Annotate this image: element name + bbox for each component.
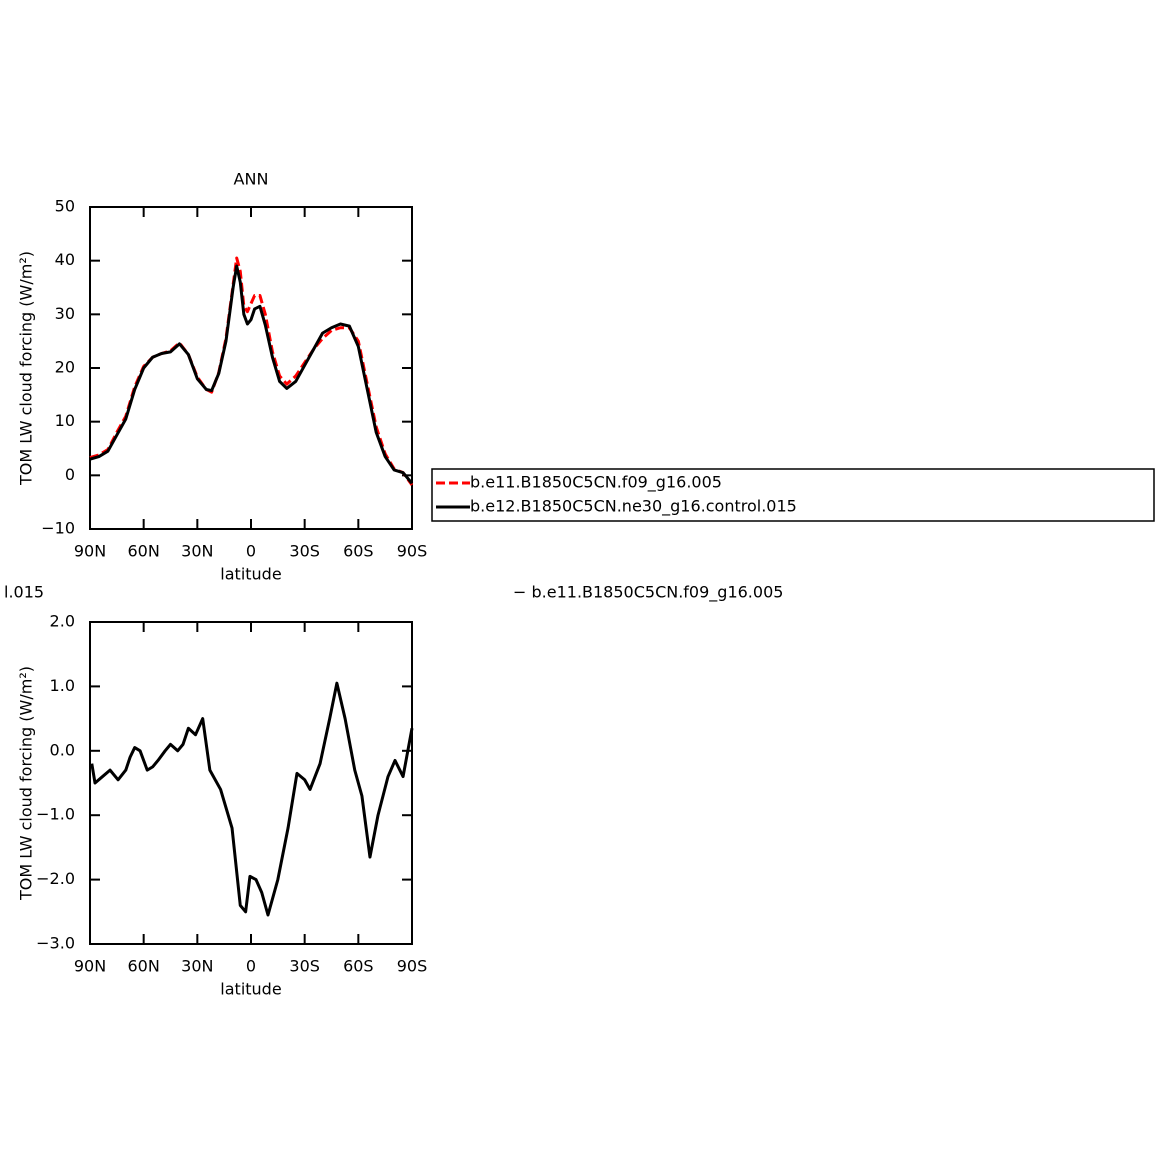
legend-box (431, 468, 1155, 522)
y-tick-label: 20 (55, 358, 75, 377)
y-tick-label: −2.0 (36, 869, 75, 888)
x-axis-label: latitude (220, 980, 281, 999)
y-tick-label: 30 (55, 304, 75, 323)
y-tick-label: 1.0 (50, 676, 75, 695)
y-tick-label: −10 (41, 519, 75, 538)
x-tick-label: 0 (246, 542, 256, 561)
x-tick-label: 60N (128, 957, 160, 976)
chart-title-part: − b.e11.B1850C5CN.f09_g16.005 (513, 583, 783, 603)
x-tick-label: 30N (181, 957, 213, 976)
y-tick-label: 2.0 (50, 612, 75, 631)
x-tick-label: 90S (397, 542, 428, 561)
y-axis-label: TOM LW cloud forcing (W/m²) (17, 666, 36, 901)
x-tick-label: 30S (289, 957, 320, 976)
series-line (90, 681, 414, 917)
series-line (89, 264, 414, 485)
x-tick-label: 30S (289, 542, 320, 561)
y-tick-label: 10 (55, 411, 75, 430)
y-tick-label: −3.0 (36, 934, 75, 953)
legend-label: b.e12.B1850C5CN.ne30_g16.control.015 (470, 497, 797, 517)
plot-frame (89, 621, 413, 945)
x-tick-label: 90N (74, 957, 106, 976)
y-axis-label: TOM LW cloud forcing (W/m²) (17, 251, 36, 486)
x-tick-label: 90N (74, 542, 106, 561)
y-tick-label: −1.0 (36, 805, 75, 824)
y-tick-label: 50 (55, 197, 75, 216)
y-tick-label: 0 (65, 465, 75, 484)
x-axis-label: latitude (220, 565, 281, 584)
chart-title-part: l.015 (4, 583, 44, 602)
x-tick-label: 30N (181, 542, 213, 561)
legend-label: b.e11.B1850C5CN.f09_g16.005 (470, 473, 722, 493)
x-tick-label: 60S (343, 957, 374, 976)
y-tick-label: 0.0 (50, 740, 75, 759)
x-tick-label: 60N (128, 542, 160, 561)
y-tick-label: 40 (55, 250, 75, 269)
chart-title: ANN (234, 170, 269, 189)
x-tick-label: 90S (397, 957, 428, 976)
x-tick-label: 60S (343, 542, 374, 561)
x-tick-label: 0 (246, 957, 256, 976)
